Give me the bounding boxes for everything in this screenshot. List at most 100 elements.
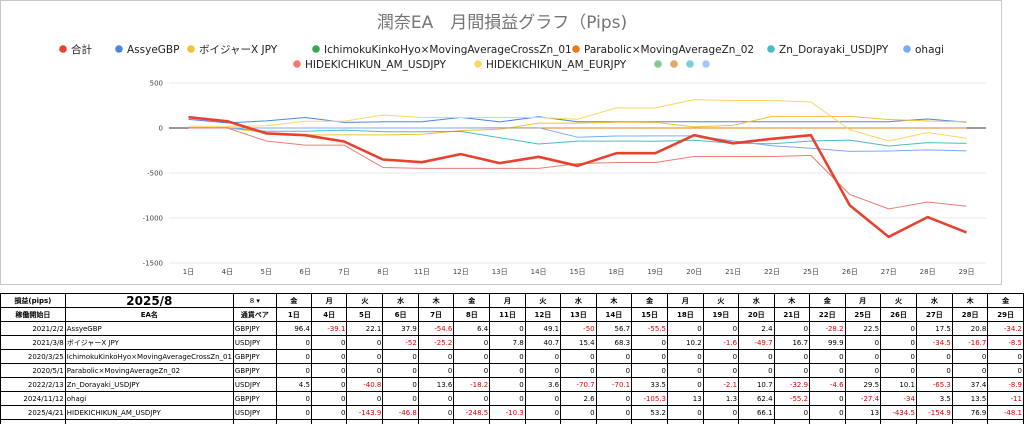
pips-cell: -105.3 — [631, 391, 669, 406]
pips-cell: 4.3 — [346, 419, 384, 424]
weekday-cell: 火 — [880, 293, 917, 308]
start-date-cell: 2020/3/25 — [0, 349, 66, 364]
month-select[interactable]: 8 ▾ — [232, 293, 277, 308]
weekday-cell: 月 — [489, 293, 526, 308]
pips-cell: 0 — [595, 391, 633, 406]
x-tick-label: 12日 — [453, 268, 469, 276]
series-line-total — [188, 115, 967, 239]
pips-cell: 49.1 — [524, 321, 562, 336]
y-tick-label: -1000 — [143, 215, 163, 223]
line-chart: 潤奈EA 月間損益グラフ（Pips) 合計 AssyeGBP ボイジャーX JPY I… — [59, 13, 986, 276]
pips-cell: 0 — [809, 419, 846, 424]
pips-cell: 0 — [346, 363, 384, 378]
pips-cell: 0 — [631, 335, 669, 350]
day-header: 5日 — [346, 307, 384, 322]
x-tick-label: 15日 — [570, 268, 586, 276]
weekday-cell: 木 — [417, 293, 455, 308]
pips-cell: 0 — [489, 349, 526, 364]
x-tick-label: 25日 — [803, 268, 819, 276]
pips-cell: 0 — [310, 419, 348, 424]
pips-cell: -70.1 — [595, 377, 633, 392]
pips-cell: 0 — [667, 363, 704, 378]
pips-cell: 0 — [310, 391, 348, 406]
pips-cell: 0 — [738, 349, 775, 364]
chart-grid — [169, 82, 986, 264]
legend-label: HIDEKICHIKUN_AM_EURJPY — [486, 59, 627, 71]
table-row: 2024/11/12 ohagi GBPJPY 0 0 0 0 0 0 0 0 2.6 0 -105.3 1… — [0, 391, 1024, 406]
pips-cell: -48.1 — [987, 405, 1024, 420]
day-header: 12日 — [524, 307, 562, 322]
column-header: EA名 — [64, 307, 234, 322]
pips-cell: 62.4 — [738, 391, 775, 406]
pips-cell: 7.8 — [489, 335, 526, 350]
pips-cell: 0 — [275, 335, 312, 350]
pips-cell: -307.2 — [880, 419, 917, 424]
pips-cell: -2.1 — [702, 377, 740, 392]
pair-cell: GBPJPY — [232, 363, 277, 378]
pips-cell: 13 — [844, 405, 882, 420]
pips-cell: -8.9 — [987, 377, 1024, 392]
pips-cell: 0 — [987, 363, 1024, 378]
pips-cell: -64.4 — [987, 419, 1024, 424]
day-header: 20日 — [738, 307, 775, 322]
pips-cell: 0 — [524, 363, 562, 378]
table-row: 2021/2/2 AssyeGBP GBPJPY 96.4 -39.1 22.1 37.9-… — [0, 321, 1024, 336]
ea-name-cell: HIDEKICHIKUN_AM_USDJPY — [64, 405, 234, 420]
legend-marker — [474, 60, 482, 68]
pips-cell: 40.7 — [524, 335, 562, 350]
legend-marker — [654, 60, 662, 68]
day-header: 27日 — [915, 307, 953, 322]
pips-cell: 0 — [524, 419, 562, 424]
pips-cell: 0 — [310, 405, 348, 420]
series-line-8 — [188, 99, 967, 142]
pips-cell: 0 — [595, 349, 633, 364]
pips-cell: -49.7 — [738, 335, 775, 350]
pips-cell: 0 — [773, 349, 811, 364]
pips-cell: 0 — [489, 377, 526, 392]
pips-cell: 6.4 — [453, 321, 491, 336]
x-tick-label: 1日 — [183, 268, 194, 276]
day-header: 29日 — [987, 307, 1024, 322]
pips-cell: 50.1 — [382, 419, 419, 424]
day-header: 11日 — [489, 307, 526, 322]
pair-cell: GBPJPY — [232, 321, 277, 336]
pips-cell: 99.9 — [809, 335, 846, 350]
pips-cell: -16.9 — [844, 419, 882, 424]
series-line-5 — [188, 127, 967, 147]
x-tick-label: 4日 — [222, 268, 233, 276]
pips-cell: 10.2 — [667, 335, 704, 350]
series-line-1 — [188, 116, 967, 124]
pips-cell: 0 — [631, 363, 669, 378]
table-row: 2025/4/21 HIDEKICHIKUN_AM_USDJPY USDJPY 0 0-… — [0, 405, 1024, 420]
pips-cell: 29.5 — [844, 377, 882, 392]
pips-cell: 33.5 — [631, 377, 669, 392]
pips-cell: 13 — [667, 391, 704, 406]
legend-marker — [686, 60, 694, 68]
pips-cell: 0 — [346, 335, 384, 350]
day-header: 13日 — [560, 307, 597, 322]
weekday-cell: 火 — [702, 293, 740, 308]
x-tick-label: 6日 — [299, 268, 310, 276]
weekday-cell: 月 — [844, 293, 882, 308]
pips-cell: -125.9 — [915, 419, 953, 424]
pips-cell: 0 — [667, 321, 704, 336]
pips-cell: -34.2 — [987, 321, 1024, 336]
pips-cell: 0 — [738, 363, 775, 378]
day-header: 26日 — [880, 307, 917, 322]
pips-cell: 96.4 — [275, 321, 312, 336]
x-tick-label: 18日 — [608, 268, 624, 276]
pips-cell: 16.7 — [773, 335, 811, 350]
table-title-cell: 損益(pips) — [0, 293, 66, 308]
day-header: 28日 — [951, 307, 989, 322]
table-row: 2020/5/1 Parabolic×MovingAverageZn_02 GBPJ… — [0, 363, 1024, 378]
legend-label: AssyeGBP — [127, 44, 179, 56]
pips-cell: 0 — [809, 405, 846, 420]
pips-cell: 0 — [915, 363, 953, 378]
pips-cell: -34 — [880, 391, 917, 406]
column-header: 通貨ペア — [232, 307, 277, 322]
start-date-cell: 2021/3/8 — [0, 335, 66, 350]
legend-marker — [312, 45, 320, 53]
pips-cell: -27.2 — [489, 419, 526, 424]
pips-cell: 0 — [417, 419, 455, 424]
series-line-6 — [188, 127, 967, 152]
